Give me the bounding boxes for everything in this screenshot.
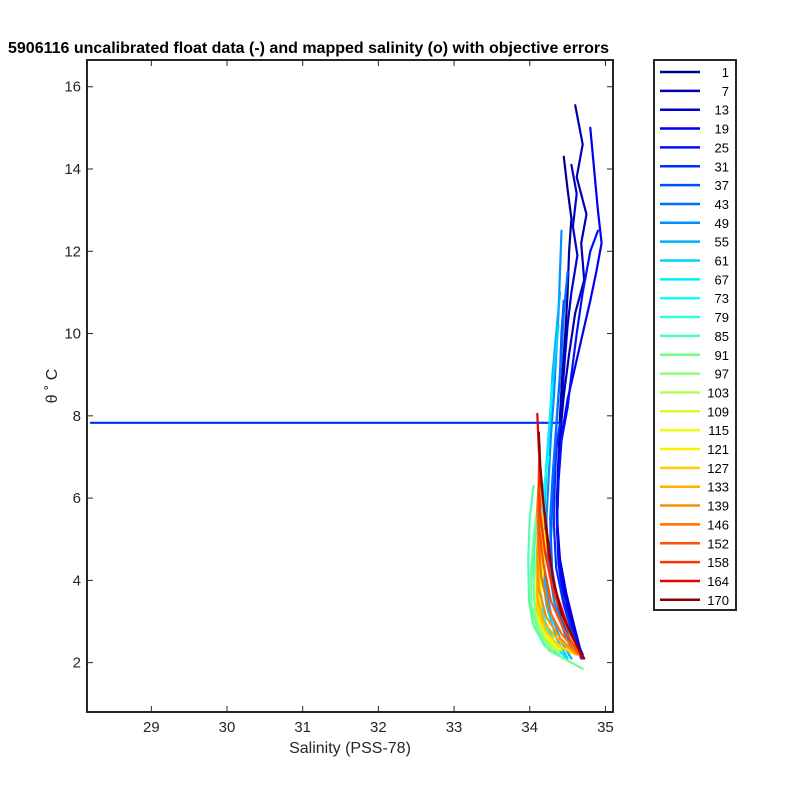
x-tick-label: 30 xyxy=(219,719,236,736)
legend-label-43: 43 xyxy=(715,197,729,212)
legend-label-164: 164 xyxy=(707,574,729,589)
legend-label-152: 152 xyxy=(707,536,729,551)
chart-title: 5906116 uncalibrated float data (-) and … xyxy=(8,40,609,57)
legend-label-79: 79 xyxy=(715,310,729,325)
legend-label-170: 170 xyxy=(707,593,729,608)
x-tick-label: 33 xyxy=(446,719,463,736)
legend-label-19: 19 xyxy=(715,122,729,137)
y-tick-label: 16 xyxy=(64,79,81,96)
series-line-158 xyxy=(537,443,583,656)
y-tick-label: 6 xyxy=(73,490,81,507)
series-line-170 xyxy=(537,431,586,660)
y-tick-label: 2 xyxy=(73,655,81,672)
series-line-85 xyxy=(527,484,562,656)
y-tick-label: 12 xyxy=(64,243,81,260)
legend-label-61: 61 xyxy=(715,254,729,269)
legend: 1 7 13 19 25 31 37 43 49 55 61 67 73 79 85 91 97 103 109 11… xyxy=(653,59,737,611)
series-layer xyxy=(89,104,603,670)
legend-label-13: 13 xyxy=(715,103,729,118)
series-line-31 xyxy=(89,421,583,660)
legend-label-37: 37 xyxy=(715,178,729,193)
legend-label-55: 55 xyxy=(715,235,729,250)
y-tick-label: 14 xyxy=(64,161,81,178)
legend-label-103: 103 xyxy=(707,385,729,400)
x-tick-label: 35 xyxy=(597,719,614,736)
legend-label-139: 139 xyxy=(707,499,729,514)
legend-label-7: 7 xyxy=(722,84,729,99)
series-line-127 xyxy=(536,513,577,656)
legend-label-31: 31 xyxy=(715,159,729,174)
legend-label-85: 85 xyxy=(715,329,729,344)
x-tick-label: 31 xyxy=(294,719,311,736)
plot-area: 29 30 31 32 33 34 35 2 4 6 8 10 12 14 16 xyxy=(64,59,614,736)
legend-label-121: 121 xyxy=(707,442,729,457)
legend-label-91: 91 xyxy=(715,348,729,363)
legend-label-25: 25 xyxy=(715,140,729,155)
y-axis-label: θ ˚ C xyxy=(44,369,61,404)
legend-label-1: 1 xyxy=(722,65,729,80)
y-tick-label: 8 xyxy=(73,408,81,425)
x-tick-label: 29 xyxy=(143,719,160,736)
legend-label-109: 109 xyxy=(707,404,729,419)
legend-label-133: 133 xyxy=(707,480,729,495)
x-tick-label: 34 xyxy=(521,719,538,736)
y-tick-label: 10 xyxy=(64,326,81,343)
plot-background xyxy=(87,60,613,712)
legend-label-115: 115 xyxy=(708,423,729,438)
legend-label-49: 49 xyxy=(715,216,729,231)
legend-entries: 1 7 13 19 25 31 37 43 49 55 61 67 73 79 85 91 97 103 109 11… xyxy=(660,65,729,608)
y-tick-label: 4 xyxy=(73,572,81,589)
series-line-146 xyxy=(536,476,580,656)
ticks-layer: 29 30 31 32 33 34 35 2 4 6 8 10 12 14 16 xyxy=(64,60,614,736)
legend-label-97: 97 xyxy=(715,367,729,382)
series-line-91 xyxy=(530,497,584,670)
legend-label-67: 67 xyxy=(715,272,729,287)
x-tick-label: 32 xyxy=(370,719,387,736)
legend-label-127: 127 xyxy=(707,461,729,476)
legend-label-73: 73 xyxy=(715,291,729,306)
x-axis-label: Salinity (PSS-78) xyxy=(289,740,411,757)
plot-frame xyxy=(86,59,614,713)
legend-label-146: 146 xyxy=(707,517,729,532)
legend-label-158: 158 xyxy=(707,555,729,570)
